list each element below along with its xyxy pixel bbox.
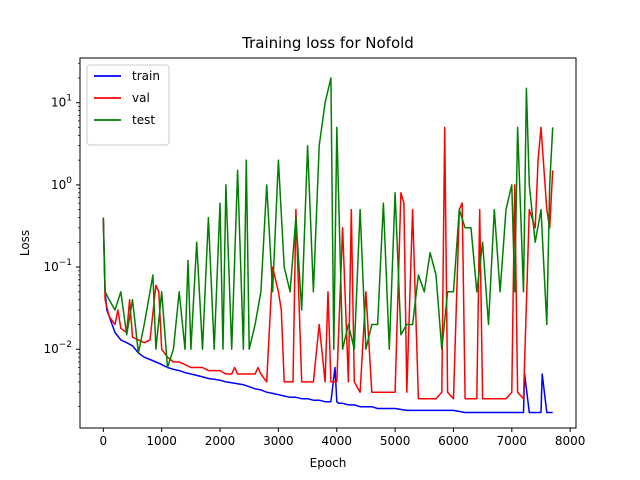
- x-axis: 0 1000 2000 3000 4000 5000 6000 7000 8000: [100, 428, 586, 448]
- x-axis-label: Epoch: [310, 456, 347, 470]
- legend-label-val: val: [132, 91, 150, 105]
- legend-label-train: train: [132, 69, 160, 83]
- x-tick-label: 8000: [555, 434, 586, 448]
- legend: train val test: [86, 64, 170, 146]
- y-tick-label: 100: [51, 176, 72, 192]
- x-tick-label: 3000: [263, 434, 294, 448]
- x-tick-label: 2000: [205, 434, 236, 448]
- x-tick-label: 0: [100, 434, 108, 448]
- y-axis: 10−2 10−1 100 101: [43, 63, 80, 408]
- legend-label-test: test: [132, 113, 155, 127]
- x-tick-label: 4000: [321, 434, 352, 448]
- series-line-test: [102, 77, 554, 369]
- y-tick-label: 101: [51, 94, 72, 110]
- x-tick-label: 7000: [497, 434, 528, 448]
- x-tick-label: 6000: [438, 434, 469, 448]
- x-tick-label: 1000: [146, 434, 177, 448]
- y-tick-label: 10−1: [43, 258, 72, 274]
- plot-frame: [79, 57, 577, 429]
- series-line-train: [102, 217, 553, 414]
- y-axis-label: Loss: [18, 230, 32, 256]
- series-layer: [102, 77, 554, 414]
- series-line-val: [102, 126, 554, 400]
- legend-box: [86, 64, 170, 146]
- y-tick-label: 10−2: [43, 340, 72, 356]
- chart-title: Training loss for Nofold: [241, 34, 414, 52]
- x-tick-label: 5000: [380, 434, 411, 448]
